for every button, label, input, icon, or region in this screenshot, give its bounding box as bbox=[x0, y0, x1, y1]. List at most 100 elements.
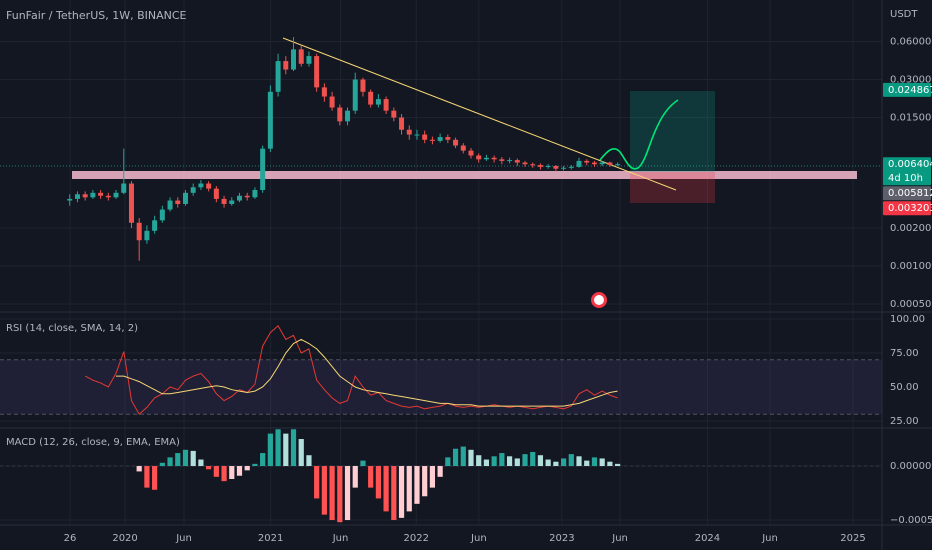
candle-body bbox=[283, 61, 289, 70]
candle-body bbox=[159, 209, 165, 221]
candle-body bbox=[591, 162, 597, 165]
candle-body bbox=[460, 145, 466, 151]
macd-title: MACD (12, 26, close, 9, EMA, EMA) bbox=[6, 437, 180, 448]
candle-body bbox=[545, 165, 551, 167]
candle-body bbox=[229, 200, 235, 204]
candle-body bbox=[391, 110, 397, 118]
candle-body bbox=[507, 160, 513, 162]
histogram-bar bbox=[136, 466, 142, 472]
candle-body bbox=[399, 117, 405, 130]
price-label-box bbox=[883, 201, 931, 216]
histogram-bar bbox=[283, 433, 289, 467]
candle-body bbox=[128, 183, 134, 223]
candle-body bbox=[175, 200, 181, 204]
x-tick-label: Jun bbox=[470, 533, 487, 544]
histogram-bar bbox=[545, 459, 551, 467]
histogram-bar bbox=[499, 453, 505, 467]
target-zone bbox=[630, 91, 715, 172]
histogram-bar bbox=[337, 466, 343, 523]
histogram bbox=[0, 429, 882, 523]
candle-body bbox=[144, 230, 150, 241]
candle-body bbox=[537, 165, 543, 167]
histogram-bar bbox=[244, 466, 250, 471]
candle-body bbox=[190, 187, 196, 193]
candle-body bbox=[584, 160, 590, 163]
histogram-bar bbox=[260, 453, 266, 467]
rsi-line bbox=[84, 325, 618, 415]
histogram-bar bbox=[375, 466, 381, 499]
y-tick-label: 25.00 bbox=[890, 416, 919, 427]
histogram-bar bbox=[584, 460, 590, 467]
candle-body bbox=[291, 49, 297, 70]
y-tick-label: 100.00 bbox=[890, 314, 925, 325]
candle-body bbox=[375, 99, 381, 105]
candle-body bbox=[352, 79, 358, 111]
histogram-bar bbox=[414, 466, 420, 504]
x-tick-label: 2022 bbox=[404, 533, 429, 544]
candle-body bbox=[476, 155, 482, 160]
support-zone bbox=[72, 171, 857, 179]
histogram-bar bbox=[344, 466, 351, 521]
histogram-bar bbox=[368, 466, 374, 488]
candle-body bbox=[483, 157, 489, 160]
candle-body bbox=[499, 159, 505, 161]
countdown-label: 4d 10h bbox=[888, 173, 923, 184]
lines bbox=[84, 325, 618, 415]
candle-body bbox=[260, 148, 266, 190]
price-label-box bbox=[883, 186, 931, 201]
candles bbox=[67, 37, 621, 261]
histogram-bar bbox=[175, 453, 181, 467]
histogram-bar bbox=[460, 446, 466, 467]
price-label: 0.003203 bbox=[888, 203, 932, 214]
candle-body bbox=[530, 164, 536, 166]
x-tick-label: Jun bbox=[175, 533, 192, 544]
histogram-bar bbox=[236, 466, 243, 476]
histogram-bar bbox=[306, 455, 312, 467]
histogram-bar bbox=[537, 455, 544, 467]
histogram-bar bbox=[445, 457, 451, 467]
histogram-bar bbox=[252, 463, 258, 467]
histogram-bar bbox=[568, 454, 574, 467]
candle-body bbox=[314, 56, 320, 88]
chart-title: FunFair / TetherUS, 1W, BINANCE bbox=[6, 9, 187, 22]
histogram-bar bbox=[213, 466, 219, 477]
x-tick-label: Jun bbox=[332, 533, 349, 544]
histogram-bar bbox=[298, 439, 304, 467]
candle-body bbox=[244, 195, 250, 198]
histogram-bar bbox=[383, 466, 389, 512]
histogram-bar bbox=[267, 433, 273, 467]
candle-body bbox=[267, 91, 273, 149]
y-tick-label: 0.000000 bbox=[890, 461, 932, 472]
price-label-box bbox=[883, 157, 931, 186]
x-tick-label: 2020 bbox=[112, 533, 137, 544]
histogram-bar bbox=[530, 451, 536, 467]
histogram-bar bbox=[576, 456, 582, 467]
candle-body bbox=[437, 137, 443, 141]
histogram-bar bbox=[607, 461, 613, 467]
candle-body bbox=[213, 188, 219, 199]
histogram-bar bbox=[560, 458, 567, 467]
candle-body bbox=[422, 134, 428, 140]
candle-body bbox=[568, 166, 574, 168]
candle-body bbox=[136, 222, 142, 241]
histogram-bar bbox=[429, 466, 436, 488]
histogram-bar bbox=[159, 462, 165, 467]
histogram-bar bbox=[398, 466, 405, 518]
candle-body bbox=[321, 87, 327, 97]
candle-body bbox=[113, 192, 119, 198]
drawings bbox=[0, 37, 882, 308]
candle-body bbox=[82, 194, 88, 198]
histogram-bar bbox=[144, 466, 150, 488]
histogram-bar bbox=[206, 466, 212, 470]
price-label-box bbox=[883, 82, 931, 97]
histogram-bar bbox=[360, 460, 366, 467]
candle-body bbox=[236, 195, 242, 201]
candle-body bbox=[121, 183, 127, 193]
candle-body bbox=[522, 162, 528, 165]
candle-body bbox=[576, 160, 582, 167]
